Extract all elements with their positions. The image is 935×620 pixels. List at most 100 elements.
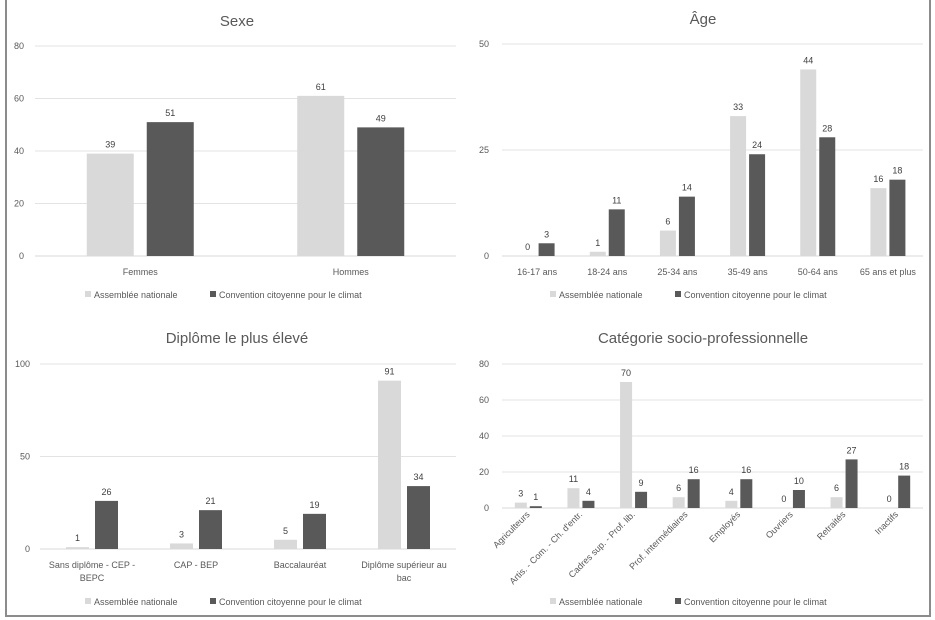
data-label: 34 xyxy=(413,472,423,482)
bar-convention xyxy=(608,209,625,256)
legend-swatch xyxy=(675,291,681,297)
bar-convention xyxy=(529,506,542,508)
data-label: 1 xyxy=(595,238,600,248)
y-tick-label: 40 xyxy=(479,431,489,441)
bar-assemblee xyxy=(725,500,738,508)
y-tick-label: 25 xyxy=(479,145,489,155)
bar-convention xyxy=(740,479,753,508)
y-tick-label: 60 xyxy=(14,94,24,104)
data-label: 33 xyxy=(733,102,743,112)
data-label: 91 xyxy=(384,367,394,377)
bar-assemblee xyxy=(800,69,817,256)
bar-convention xyxy=(635,491,648,508)
legend-label: Convention citoyenne pour le climat xyxy=(684,290,827,300)
data-label: 6 xyxy=(665,217,670,227)
data-label: 3 xyxy=(544,229,549,239)
bar-assemblee xyxy=(170,543,193,549)
y-tick-label: 50 xyxy=(479,39,489,49)
bar-assemblee xyxy=(659,230,676,256)
y-tick-label: 100 xyxy=(15,359,30,369)
data-label: 18 xyxy=(892,166,902,176)
data-label: 24 xyxy=(752,140,762,150)
data-label: 14 xyxy=(682,183,692,193)
x-tick-label: BEPC xyxy=(80,573,105,583)
bar-convention xyxy=(819,137,836,256)
bar-convention xyxy=(303,513,326,549)
data-label: 70 xyxy=(621,368,631,378)
bar-convention xyxy=(582,500,595,508)
data-label: 16 xyxy=(689,465,699,475)
data-label: 49 xyxy=(376,113,386,123)
bar-convention xyxy=(357,127,405,256)
data-label: 28 xyxy=(822,123,832,133)
chart-diplome-svg: Diplôme le plus élevé 0 50 100 1 26 Sans diplô… xyxy=(15,330,456,607)
y-tick-label: 80 xyxy=(14,41,24,51)
legend-label: Assemblée nationale xyxy=(559,290,643,300)
bar-assemblee xyxy=(274,539,297,549)
x-tick-label: CAP - BEP xyxy=(174,560,218,570)
x-tick-label: 35-49 ans xyxy=(728,267,769,277)
legend-label: Convention citoyenne pour le climat xyxy=(684,597,827,607)
y-tick-label: 0 xyxy=(484,503,489,513)
y-tick-label: 50 xyxy=(20,452,30,462)
chart-sexe-svg: Sexe 0 20 40 60 80 39 51 Femmes 61 49 Hommes Assembl… xyxy=(14,13,456,300)
bar-convention xyxy=(749,154,766,256)
legend-label: Convention citoyenne pour le climat xyxy=(219,290,362,300)
bar-assemblee xyxy=(66,547,89,549)
bar-assemblee xyxy=(378,380,401,549)
legend-label: Assemblée nationale xyxy=(94,290,178,300)
y-tick-label: 20 xyxy=(14,199,24,209)
data-label: 0 xyxy=(781,494,786,504)
bar-assemblee xyxy=(730,116,747,256)
legend-swatch xyxy=(85,598,91,604)
x-tick-label: Hommes xyxy=(333,267,370,277)
data-label: 5 xyxy=(283,526,288,536)
bar-assemblee xyxy=(567,488,580,508)
data-label: 18 xyxy=(899,462,909,472)
data-label: 4 xyxy=(729,487,734,497)
chart-sexe: Sexe 0 20 40 60 80 39 51 Femmes 61 49 Hommes Assembl… xyxy=(0,0,470,310)
chart-age: Âge 0 25 50 0 3 16-17 ans 1 11 18-24 ans 6 14 25-34 … xyxy=(479,11,923,300)
legend-swatch xyxy=(85,291,91,297)
bar-convention xyxy=(792,490,805,508)
chart-diplome: Diplôme le plus élevé 0 50 100 1 26 Sans diplô… xyxy=(15,330,456,607)
bar-convention xyxy=(199,510,222,549)
data-label: 21 xyxy=(205,496,215,506)
data-label: 26 xyxy=(101,487,111,497)
y-tick-label: 0 xyxy=(19,251,24,261)
bar-convention xyxy=(146,122,194,256)
data-label: 16 xyxy=(873,174,883,184)
legend-label: Assemblée nationale xyxy=(559,597,643,607)
data-label: 1 xyxy=(533,492,538,502)
data-label: 9 xyxy=(639,478,644,488)
data-label: 1 xyxy=(75,533,80,543)
data-label: 11 xyxy=(612,195,621,205)
x-tick-label: 50-64 ans xyxy=(798,267,839,277)
legend-swatch xyxy=(550,291,556,297)
data-label: 3 xyxy=(518,489,523,499)
bar-convention xyxy=(898,475,911,508)
x-tick-label: bac xyxy=(397,573,412,583)
x-tick-label: Prof. intermédiaires xyxy=(627,509,690,572)
x-tick-label: Retraités xyxy=(815,509,848,542)
data-label: 11 xyxy=(569,474,578,484)
bar-convention xyxy=(95,500,118,549)
x-tick-label: Agriculteurs xyxy=(491,509,532,550)
x-tick-label: Diplôme supérieur au xyxy=(361,560,447,570)
x-tick-label: Baccalauréat xyxy=(274,560,327,570)
legend-label: Assemblée nationale xyxy=(94,597,178,607)
x-tick-label: 18-24 ans xyxy=(587,267,628,277)
bar-convention xyxy=(407,486,430,549)
x-tick-label: Employés xyxy=(707,509,742,544)
bar-assemblee xyxy=(672,497,685,508)
data-label: 6 xyxy=(676,483,681,493)
bar-assemblee xyxy=(830,497,843,508)
bar-assemblee xyxy=(86,153,134,256)
bar-assemblee xyxy=(589,251,606,256)
y-tick-label: 60 xyxy=(479,395,489,405)
data-label: 44 xyxy=(803,55,813,65)
y-tick-label: 40 xyxy=(14,146,24,156)
x-tick-label: 25-34 ans xyxy=(657,267,698,277)
